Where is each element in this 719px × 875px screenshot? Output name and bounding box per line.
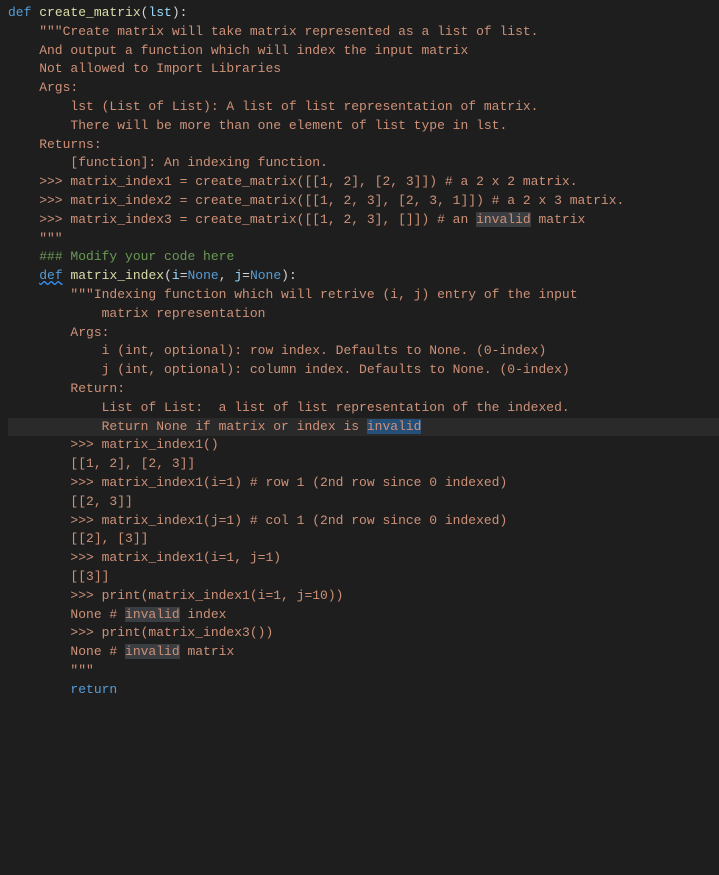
code-line[interactable]: """Indexing function which will retrive … <box>8 286 719 305</box>
string-token: """Indexing function which will retrive … <box>8 287 578 302</box>
code-line[interactable]: ### Modify your code here <box>8 248 719 267</box>
string-token: """Create matrix will take matrix repres… <box>8 24 539 39</box>
code-editor[interactable]: def create_matrix(lst): """Create matrix… <box>0 0 719 699</box>
code-line[interactable]: >>> print(matrix_index3()) <box>8 624 719 643</box>
string-token: >>> matrix_index3 = create_matrix([[1, 2… <box>8 212 476 227</box>
code-line[interactable]: None # invalid index <box>8 606 719 625</box>
string-token: >>> matrix_index1(i=1, j=1) <box>8 550 281 565</box>
string-token: matrix <box>180 644 235 659</box>
string-token: """ <box>8 231 63 246</box>
string-token: >>> matrix_index1(j=1) # col 1 (2nd row … <box>8 513 507 528</box>
code-line[interactable]: Returns: <box>8 136 719 155</box>
string-token: >>> matrix_index1() <box>8 437 219 452</box>
string-token: Return None if matrix or index is <box>8 419 367 434</box>
parameter-token: lst <box>148 5 171 20</box>
code-line[interactable]: [[2, 3]] <box>8 493 719 512</box>
string-token: >>> matrix_index1(i=1) # row 1 (2nd row … <box>8 475 507 490</box>
string-selection-token: invalid <box>367 419 422 434</box>
code-line[interactable]: >>> matrix_index1(i=1, j=1) <box>8 549 719 568</box>
string-token: matrix <box>531 212 586 227</box>
code-line[interactable]: return <box>8 681 719 700</box>
string-token: [[1, 2], [2, 3]] <box>8 456 195 471</box>
string-highlight-token: invalid <box>125 644 180 659</box>
code-line[interactable]: >>> print(matrix_index1(i=1, j=10)) <box>8 587 719 606</box>
code-line[interactable]: >>> matrix_index1() <box>8 436 719 455</box>
keyword-token: def <box>8 5 39 20</box>
text-token <box>8 268 39 283</box>
string-token: """ <box>8 663 94 678</box>
string-token: Not allowed to Import Libraries <box>8 61 281 76</box>
string-token: None # <box>8 644 125 659</box>
string-token: [function]: An indexing function. <box>8 155 328 170</box>
string-token: None # <box>8 607 125 622</box>
keyword-token: return <box>70 682 117 697</box>
code-line[interactable]: Return None if matrix or index is invali… <box>8 418 719 437</box>
string-token: Args: <box>8 325 109 340</box>
string-token: >>> print(matrix_index1(i=1, j=10)) <box>8 588 343 603</box>
keyword-token: def <box>39 268 62 283</box>
code-line[interactable]: """Create matrix will take matrix repres… <box>8 23 719 42</box>
code-line[interactable]: [function]: An indexing function. <box>8 154 719 173</box>
code-line[interactable]: Return: <box>8 380 719 399</box>
code-line[interactable]: def matrix_index(i=None, j=None): <box>8 267 719 286</box>
code-line[interactable]: j (int, optional): column index. Default… <box>8 361 719 380</box>
text-token: ): <box>281 268 297 283</box>
code-line[interactable]: >>> matrix_index1(j=1) # col 1 (2nd row … <box>8 512 719 531</box>
text-token: = <box>180 268 188 283</box>
text-token: ): <box>172 5 188 20</box>
code-line[interactable]: [[3]] <box>8 568 719 587</box>
function-token: matrix_index <box>70 268 164 283</box>
string-token: lst (List of List): A list of list repre… <box>8 99 539 114</box>
string-token: List of List: a list of list representat… <box>8 400 570 415</box>
code-line[interactable]: None # invalid matrix <box>8 643 719 662</box>
function-token: create_matrix <box>39 5 140 20</box>
string-token: Args: <box>8 80 78 95</box>
code-line[interactable]: def create_matrix(lst): <box>8 4 719 23</box>
code-line[interactable]: >>> matrix_index3 = create_matrix([[1, 2… <box>8 211 719 230</box>
string-token: >>> matrix_index1 = create_matrix([[1, 2… <box>8 174 578 189</box>
code-line[interactable]: >>> matrix_index1 = create_matrix([[1, 2… <box>8 173 719 192</box>
comment-token: ### Modify your code here <box>39 249 234 264</box>
parameter-token: i <box>172 268 180 283</box>
active-line: Return None if matrix or index is invali… <box>8 418 719 437</box>
string-token: [[2, 3]] <box>8 494 133 509</box>
text-token <box>8 682 70 697</box>
string-token: matrix representation <box>8 306 265 321</box>
string-token: >>> print(matrix_index3()) <box>8 625 273 640</box>
code-line[interactable]: [[2], [3]] <box>8 530 719 549</box>
text-token: ( <box>164 268 172 283</box>
string-token: And output a function which will index t… <box>8 43 468 58</box>
string-token: Return: <box>8 381 125 396</box>
code-line[interactable]: Not allowed to Import Libraries <box>8 60 719 79</box>
code-line[interactable]: """ <box>8 662 719 681</box>
text-token: , <box>219 268 235 283</box>
code-line[interactable]: """ <box>8 230 719 249</box>
string-token: Returns: <box>8 137 102 152</box>
string-token: j (int, optional): column index. Default… <box>8 362 570 377</box>
string-token: [[2], [3]] <box>8 531 148 546</box>
code-line[interactable]: Args: <box>8 324 719 343</box>
string-token: There will be more than one element of l… <box>8 118 507 133</box>
constant-token: None <box>188 268 219 283</box>
code-line[interactable]: [[1, 2], [2, 3]] <box>8 455 719 474</box>
string-token: index <box>180 607 227 622</box>
string-token: i (int, optional): row index. Defaults t… <box>8 343 546 358</box>
string-token: [[3]] <box>8 569 109 584</box>
code-line[interactable]: And output a function which will index t… <box>8 42 719 61</box>
text-token: = <box>242 268 250 283</box>
code-line[interactable]: lst (List of List): A list of list repre… <box>8 98 719 117</box>
code-line[interactable]: Args: <box>8 79 719 98</box>
constant-token: None <box>250 268 281 283</box>
code-line[interactable]: List of List: a list of list representat… <box>8 399 719 418</box>
text-token <box>8 249 39 264</box>
code-line[interactable]: >>> matrix_index2 = create_matrix([[1, 2… <box>8 192 719 211</box>
code-line[interactable]: i (int, optional): row index. Defaults t… <box>8 342 719 361</box>
parameter-token: j <box>234 268 242 283</box>
code-line[interactable]: matrix representation <box>8 305 719 324</box>
code-line[interactable]: There will be more than one element of l… <box>8 117 719 136</box>
string-highlight-token: invalid <box>476 212 531 227</box>
string-token: >>> matrix_index2 = create_matrix([[1, 2… <box>8 193 624 208</box>
string-highlight-token: invalid <box>125 607 180 622</box>
code-line[interactable]: >>> matrix_index1(i=1) # row 1 (2nd row … <box>8 474 719 493</box>
